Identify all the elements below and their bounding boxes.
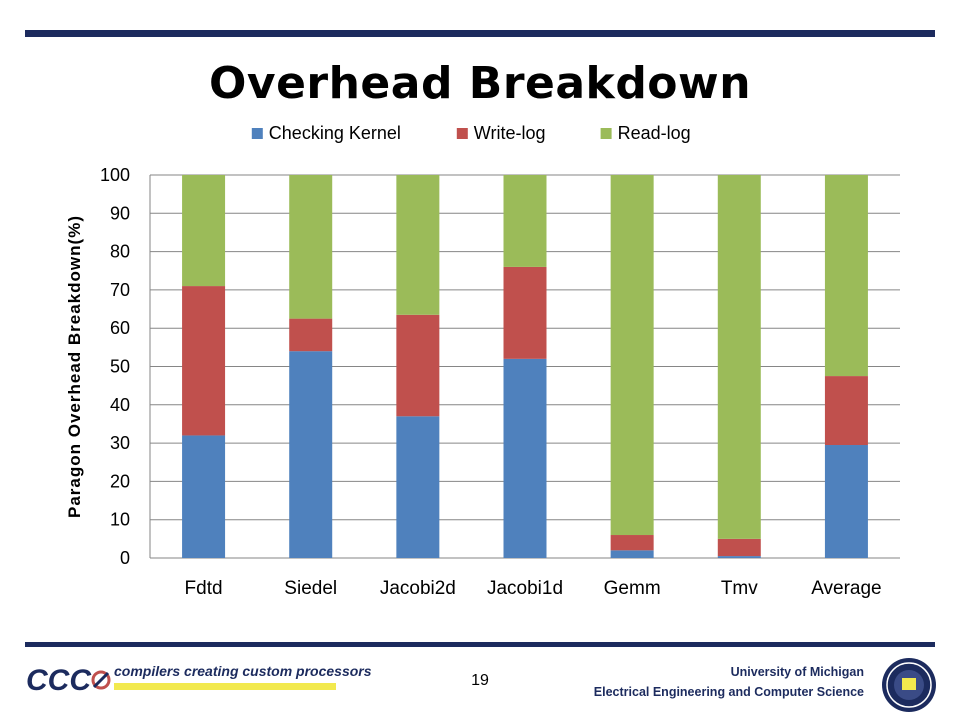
y-tick-label: 20 (110, 471, 130, 491)
legend-label: Write-log (474, 123, 546, 143)
bar-segment (610, 550, 654, 558)
svg-text:CCC: CCC (26, 664, 92, 697)
legend-swatch (456, 128, 468, 139)
legend-label: Read-log (618, 123, 691, 143)
bar-segment (182, 435, 226, 558)
x-tick-label: Jacobi2d (380, 578, 456, 599)
bar-segment (503, 358, 547, 558)
legend-label: Checking Kernel (269, 123, 401, 143)
y-tick-label: 70 (110, 280, 130, 300)
x-tick-label: Jacobi1d (487, 578, 563, 599)
bar-segment (824, 175, 868, 377)
top-rule (25, 30, 935, 37)
slide-title: Overhead Breakdown (208, 58, 752, 109)
bar-segment (824, 445, 868, 558)
y-tick-label: 50 (110, 357, 130, 377)
bottom-rule (25, 642, 935, 647)
bar-segment (396, 314, 440, 417)
y-tick-label: 10 (110, 510, 130, 530)
bar-segment (182, 286, 226, 436)
footer-tagline: compilers creating custom processors (114, 663, 372, 679)
bar-segment (717, 538, 761, 557)
x-tick-label: Gemm (604, 578, 661, 599)
bar-segment (610, 535, 654, 551)
y-tick-label: 100 (100, 165, 130, 185)
ccc-logo-icon: CCC (26, 664, 111, 697)
bar-segment (182, 175, 226, 287)
university-line-2: Electrical Engineering and Computer Scie… (593, 685, 864, 699)
y-tick-label: 60 (110, 318, 130, 338)
x-tick-label: Tmv (721, 578, 758, 599)
x-tick-label: Siedel (284, 578, 337, 599)
university-name: University of Michigan Electrical Engine… (594, 662, 864, 702)
x-tick-label: Fdtd (185, 578, 223, 599)
bar-segment (503, 175, 547, 267)
y-tick-label: 40 (110, 395, 130, 415)
bar-segment (396, 175, 440, 315)
bar-segment (396, 416, 440, 558)
university-seal-icon (882, 658, 936, 712)
y-tick-label: 0 (120, 548, 130, 568)
bar-segment (717, 175, 761, 539)
page-number: 19 (471, 672, 489, 689)
bar-segment (289, 351, 333, 558)
legend-swatch (251, 128, 263, 139)
bar-segment (503, 266, 547, 359)
bar-segment (610, 175, 654, 536)
bar-segment (289, 318, 333, 352)
y-axis-label: Paragon Overhead Breakdown(%) (65, 215, 84, 518)
bar-segment (289, 175, 333, 319)
tagline-underline (114, 683, 336, 690)
university-line-1: University of Michigan (730, 665, 864, 679)
x-tick-label: Average (811, 578, 881, 599)
bar-segment (717, 556, 761, 558)
y-tick-label: 80 (110, 242, 130, 262)
stacked-bar-chart: 0 10 20 30 40 50 60 70 80 90 100 Fdtd Siedel Jacobi2d… (65, 123, 900, 599)
bar-segment (824, 376, 868, 446)
y-tick-label: 90 (110, 203, 130, 223)
legend-swatch (600, 128, 612, 139)
y-tick-label: 30 (110, 433, 130, 453)
